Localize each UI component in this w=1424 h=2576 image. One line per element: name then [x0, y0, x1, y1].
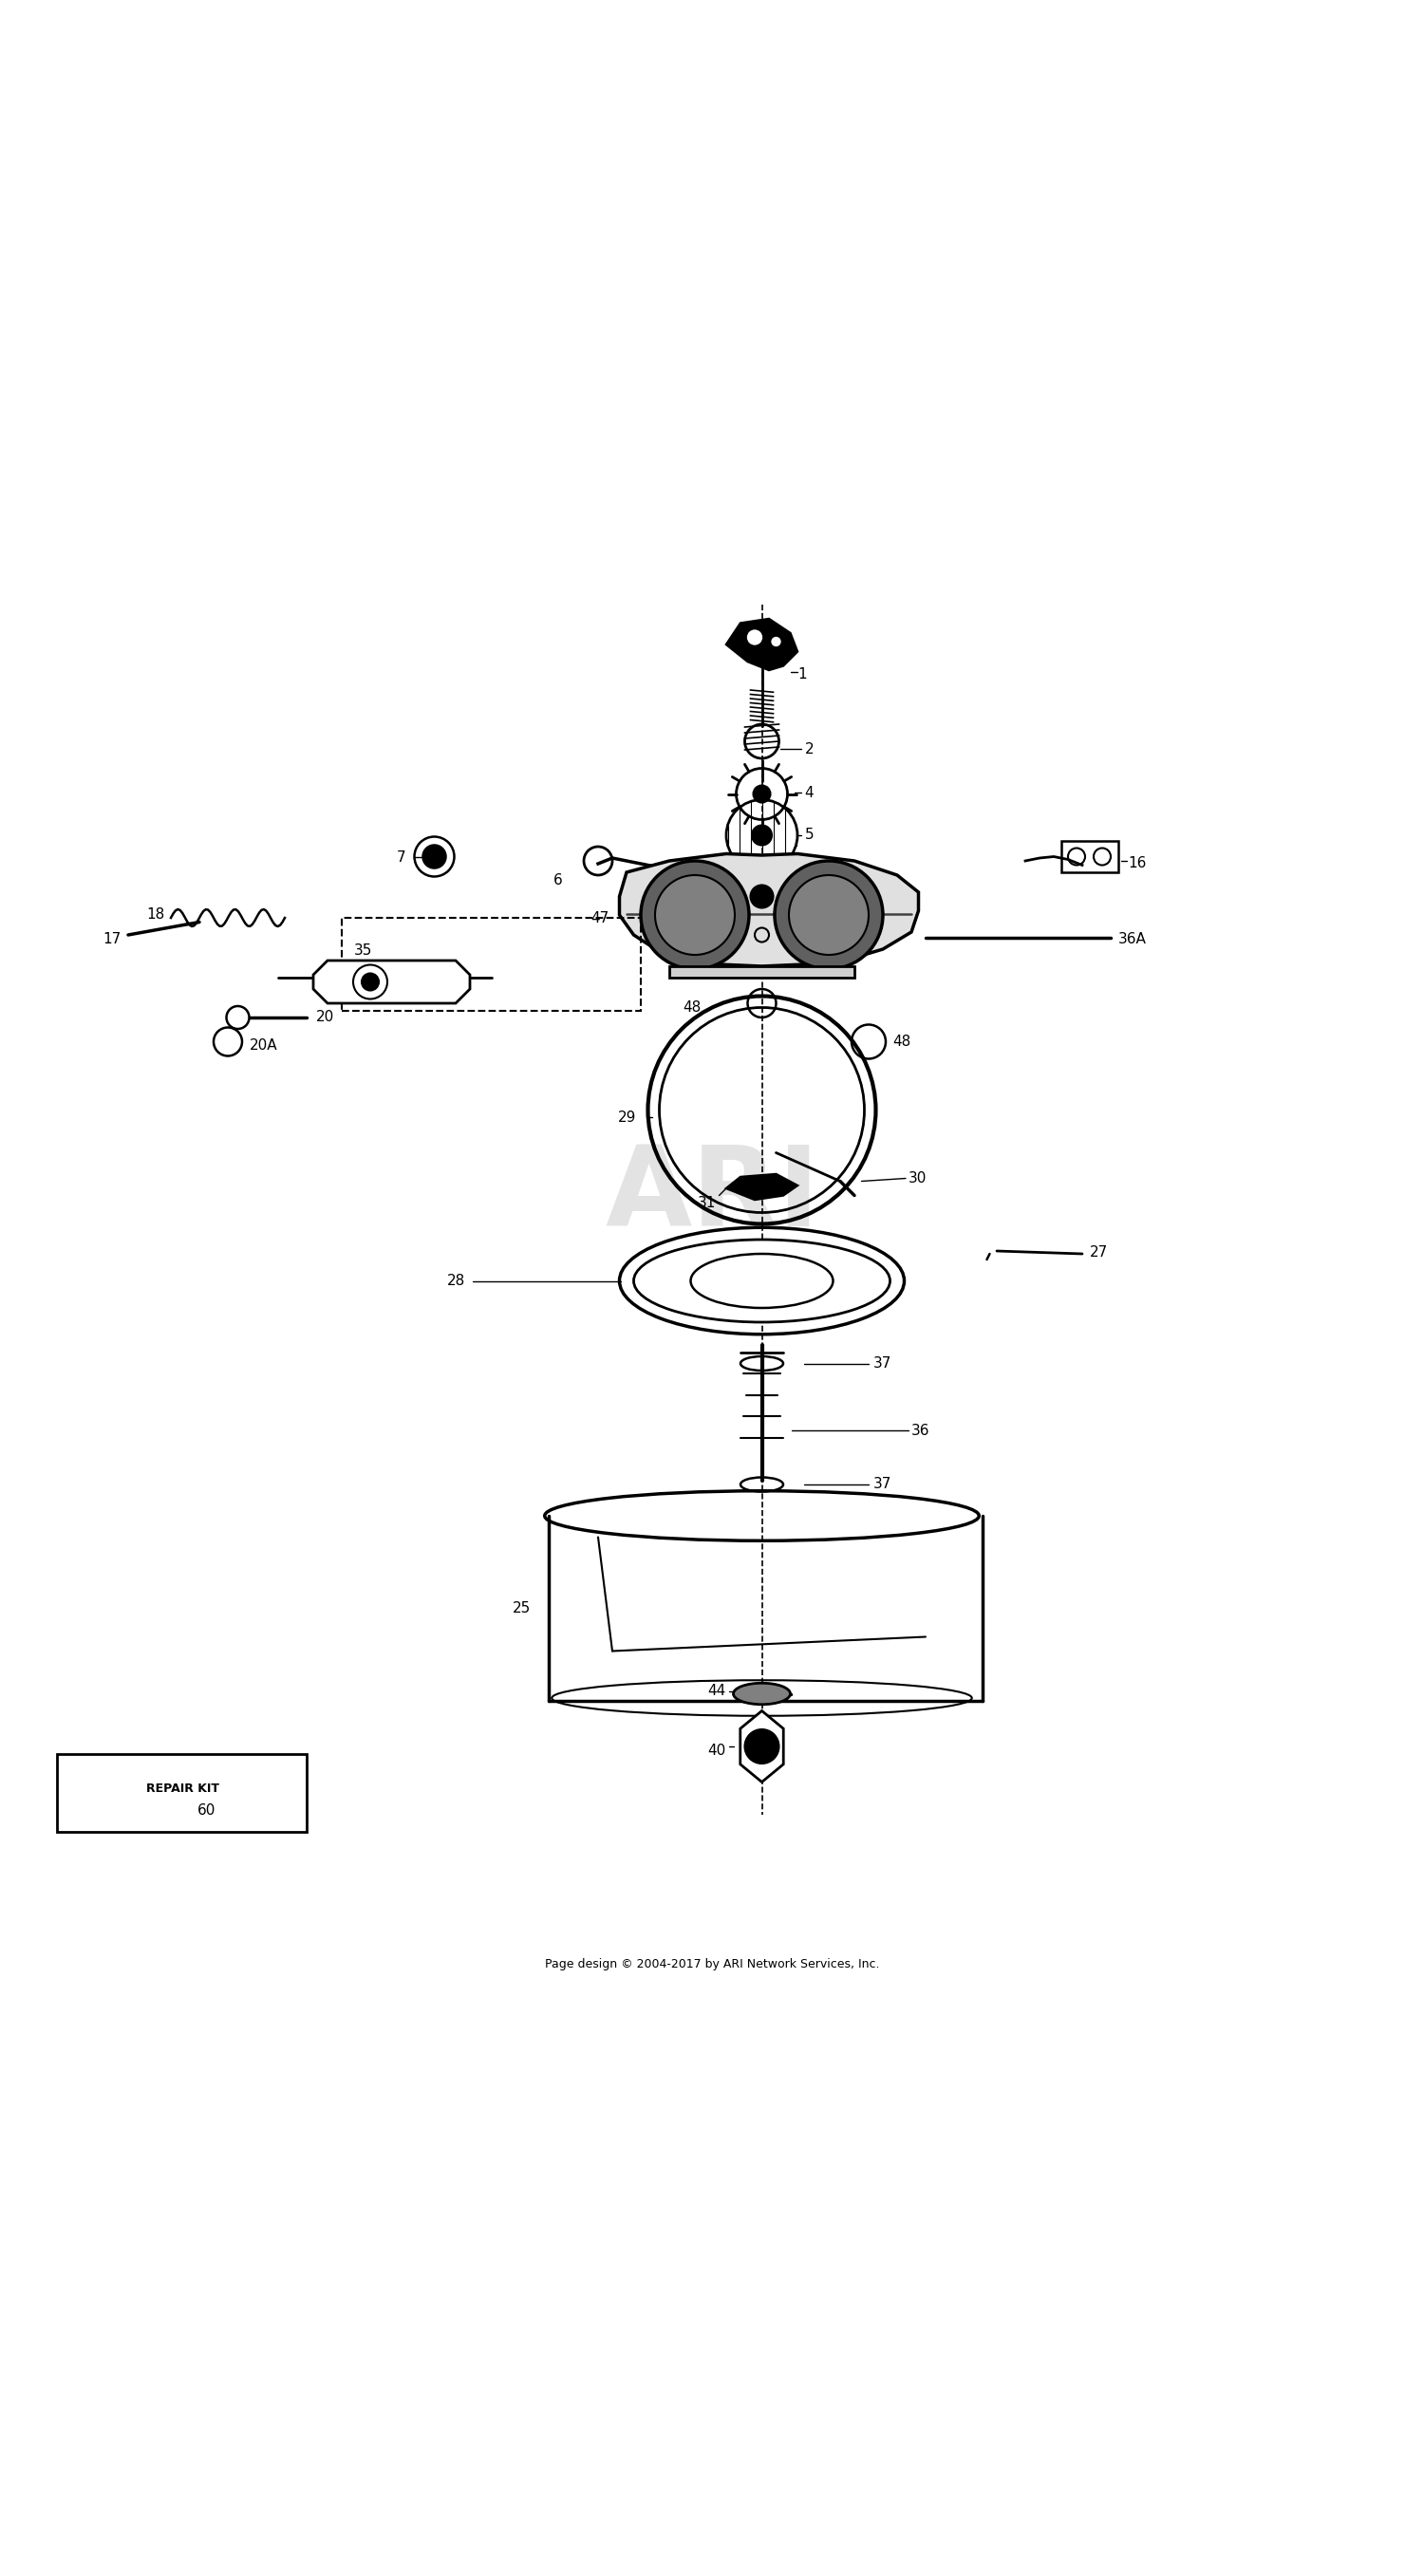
Text: 1: 1: [797, 667, 806, 683]
Text: Page design © 2004-2017 by ARI Network Services, Inc.: Page design © 2004-2017 by ARI Network S…: [544, 1958, 879, 1971]
Text: 37: 37: [873, 1358, 891, 1370]
Circle shape: [770, 636, 782, 647]
Circle shape: [362, 974, 379, 989]
Circle shape: [641, 860, 749, 969]
Text: 18: 18: [147, 907, 165, 922]
Text: 27: 27: [1089, 1244, 1108, 1260]
Text: 37: 37: [873, 1479, 891, 1492]
Text: 7: 7: [397, 850, 406, 866]
Circle shape: [423, 845, 446, 868]
Text: 40: 40: [708, 1744, 726, 1757]
Polygon shape: [313, 961, 470, 1002]
Circle shape: [753, 786, 770, 804]
Text: 48: 48: [682, 999, 701, 1015]
Text: 25: 25: [513, 1602, 531, 1615]
Circle shape: [750, 886, 773, 907]
Polygon shape: [740, 1710, 783, 1783]
Bar: [1061, 840, 1118, 873]
Text: 16: 16: [1128, 858, 1146, 871]
Polygon shape: [726, 618, 797, 670]
Bar: [342, 917, 641, 1010]
Text: REPAIR KIT: REPAIR KIT: [145, 1783, 219, 1795]
Text: 17: 17: [103, 933, 121, 945]
Text: 6: 6: [553, 873, 562, 889]
Text: 30: 30: [909, 1172, 927, 1185]
Text: 35: 35: [355, 943, 372, 958]
Polygon shape: [726, 1175, 797, 1200]
Text: 48: 48: [893, 1036, 911, 1048]
Text: 36A: 36A: [1118, 933, 1146, 945]
Text: ARI: ARI: [605, 1141, 819, 1249]
FancyBboxPatch shape: [57, 1754, 306, 1832]
Text: 4: 4: [805, 786, 813, 799]
Ellipse shape: [634, 1239, 890, 1321]
Circle shape: [775, 860, 883, 969]
Text: 2: 2: [805, 742, 813, 757]
Circle shape: [745, 1728, 779, 1765]
Text: 28: 28: [447, 1273, 466, 1288]
Circle shape: [746, 629, 763, 647]
Text: 47: 47: [591, 912, 609, 925]
Text: 31: 31: [698, 1195, 716, 1211]
Text: 5: 5: [805, 827, 813, 842]
Polygon shape: [619, 853, 918, 966]
Circle shape: [226, 1007, 249, 1028]
Circle shape: [655, 876, 735, 956]
Ellipse shape: [733, 1682, 790, 1705]
Text: 29: 29: [618, 1110, 637, 1123]
Circle shape: [789, 876, 869, 956]
Circle shape: [752, 824, 772, 845]
Text: 44: 44: [708, 1685, 726, 1698]
Text: 20: 20: [316, 1010, 335, 1025]
Text: 36: 36: [911, 1425, 930, 1437]
Text: 60: 60: [198, 1803, 215, 1819]
Text: 20A: 20A: [249, 1038, 278, 1054]
Polygon shape: [669, 966, 854, 979]
